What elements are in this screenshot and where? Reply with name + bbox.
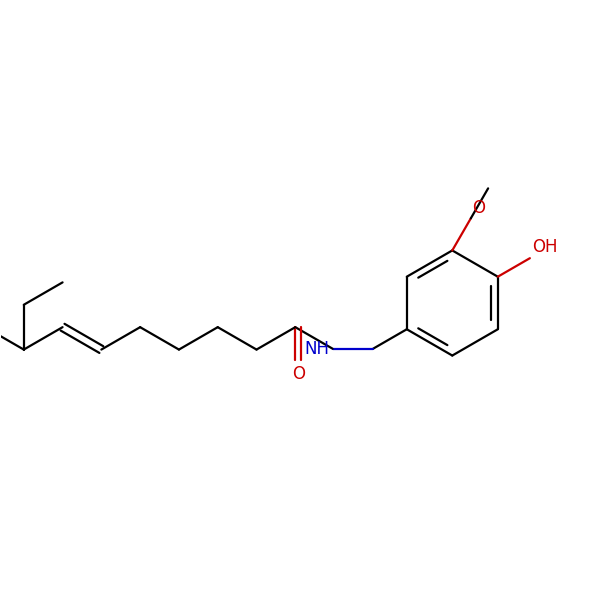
Text: O: O [473,199,485,217]
Text: OH: OH [532,238,558,256]
Text: O: O [292,365,305,383]
Text: NH: NH [305,340,329,358]
